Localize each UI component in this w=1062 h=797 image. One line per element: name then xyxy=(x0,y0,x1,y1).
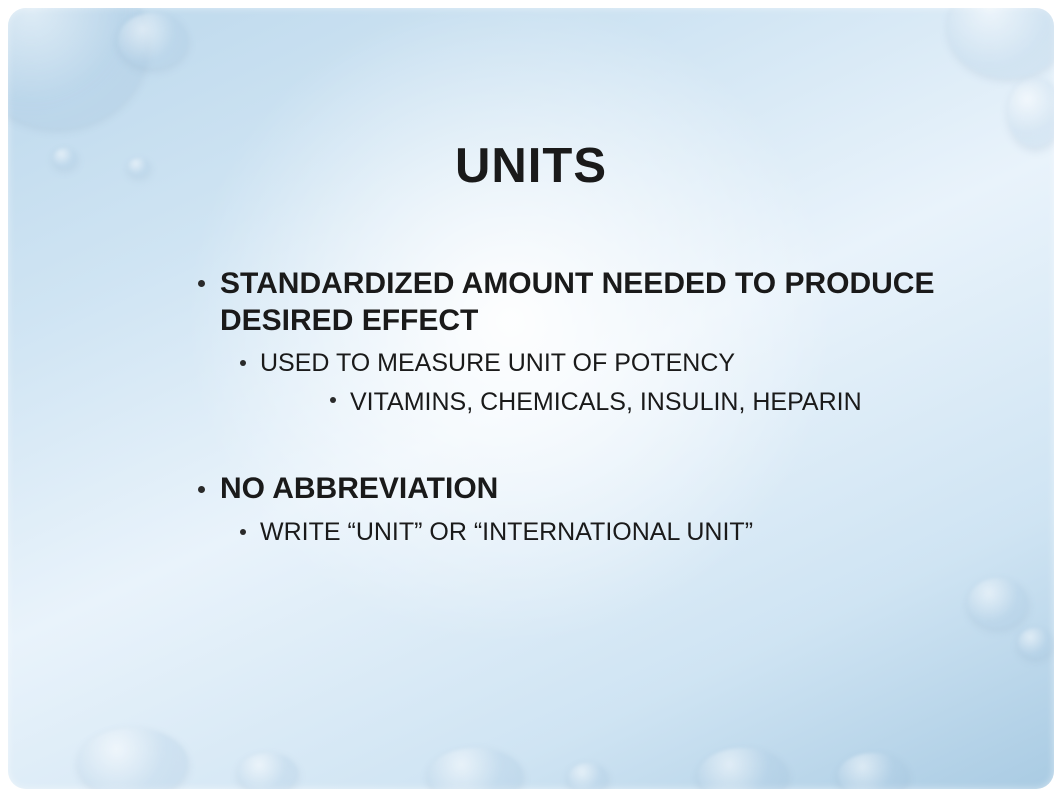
bullet-level2: WRITE “UNIT” OR “INTERNATIONAL UNIT” xyxy=(220,514,984,552)
water-drop-icon xyxy=(968,578,1028,628)
bullet-text: NO ABBREVIATION xyxy=(220,472,498,505)
bullet-level1: STANDARDIZED AMOUNT NEEDED TO PRODUCE DE… xyxy=(198,266,984,421)
bullet-level3: VITAMINS, CHEMICALS, INSULIN, HEPARIN xyxy=(260,383,984,422)
bullet-level1: NO ABBREVIATION WRITE “UNIT” OR “INTERNA… xyxy=(198,471,984,551)
water-drop-icon xyxy=(118,13,188,68)
bullet-text: STANDARDIZED AMOUNT NEEDED TO PRODUCE DE… xyxy=(220,267,934,337)
water-drop-icon xyxy=(838,753,908,789)
water-drop-icon xyxy=(698,748,788,789)
water-drop-icon xyxy=(78,728,188,789)
water-drop-icon xyxy=(1018,628,1053,658)
slide-body: STANDARDIZED AMOUNT NEEDED TO PRODUCE DE… xyxy=(198,266,984,558)
slide-title: UNITS xyxy=(8,138,1054,194)
water-drop-icon xyxy=(238,753,298,789)
spacer xyxy=(198,427,984,471)
slide: UNITS STANDARDIZED AMOUNT NEEDED TO PROD… xyxy=(8,8,1054,789)
water-drop-icon xyxy=(948,8,1054,78)
bullet-text: USED TO MEASURE UNIT OF POTENCY xyxy=(260,349,735,377)
bullet-text: WRITE “UNIT” OR “INTERNATIONAL UNIT” xyxy=(260,518,753,546)
bullet-level2: USED TO MEASURE UNIT OF POTENCY VITAMINS… xyxy=(220,345,984,421)
water-drop-icon xyxy=(428,748,523,789)
bullet-text: VITAMINS, CHEMICALS, INSULIN, HEPARIN xyxy=(350,388,862,416)
water-drop-icon xyxy=(568,763,608,789)
